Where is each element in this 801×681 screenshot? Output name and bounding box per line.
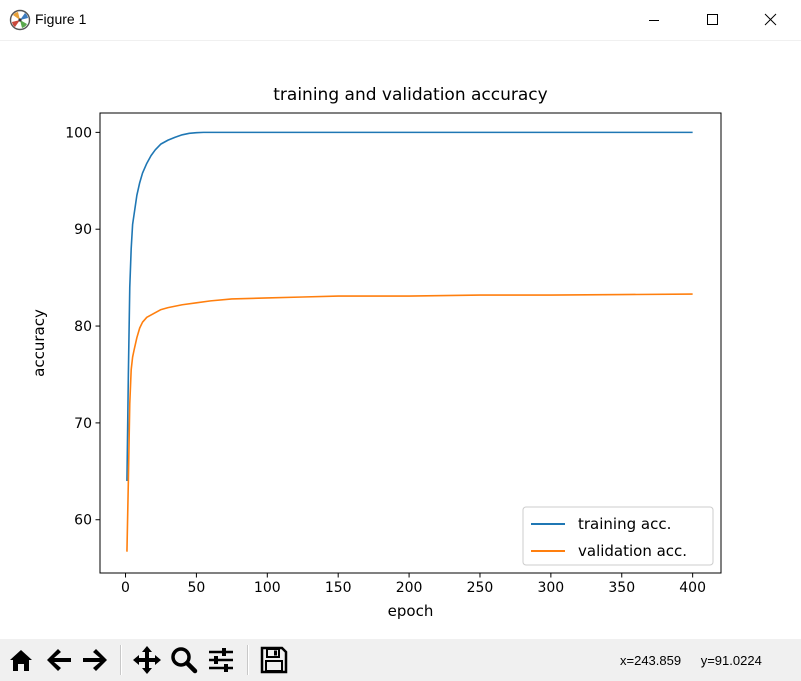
series-line-1 [126,293,693,552]
toolbar-separator [247,645,249,675]
y-tick-label: 70 [74,416,92,432]
y-axis-label: accuracy [30,309,48,377]
title-bar[interactable]: Figure 1 [0,0,801,41]
back-button[interactable] [43,644,75,676]
arrow-right-icon [83,649,107,671]
coordinate-readout: x=243.859 y=91.0224 [620,653,762,668]
maximize-icon [707,14,718,25]
x-tick-label: 50 [187,580,205,596]
x-tick-label: 150 [325,580,352,596]
toolbar-separator [120,645,122,675]
forward-button[interactable] [79,644,111,676]
x-tick-label: 350 [608,580,635,596]
close-icon [764,13,777,26]
floppy-disk-icon [260,646,288,674]
y-tick-label: 60 [74,513,92,529]
y-tick-label: 90 [74,222,92,238]
figure-canvas[interactable]: 0 50 100 150 200 250 300 350 400 60 70 80 90 100 train… [0,40,801,639]
x-tick-label: 0 [121,580,130,596]
save-button[interactable] [258,644,290,676]
home-button[interactable] [5,644,37,676]
minimize-icon [649,20,659,21]
matplotlib-figure-icon [9,9,31,31]
pan-button[interactable] [131,644,163,676]
maximize-button[interactable] [684,0,742,40]
x-coordinate: x=243.859 [620,653,682,668]
legend-label-0: training acc. [578,515,671,533]
home-icon [10,650,32,671]
series-line-0 [126,131,693,482]
magnifier-icon [171,647,198,674]
chart: 0 50 100 150 200 250 300 350 400 60 70 80 90 100 train… [30,85,722,620]
y-coordinate: y=91.0224 [700,653,762,668]
navigation-toolbar: x=243.859 y=91.0224 [0,639,801,681]
legend-label-1: validation acc. [578,542,687,560]
close-button[interactable] [742,0,800,40]
minimize-button[interactable] [626,0,684,40]
legend-box [522,506,714,566]
x-axis-label: epoch [388,602,434,620]
zoom-button[interactable] [168,644,200,676]
y-tick-label: 80 [74,319,92,335]
chart-title: training and validation accuracy [273,85,547,105]
configure-subplots-button[interactable] [205,644,237,676]
x-tick-label: 300 [537,580,564,596]
x-tick-label: 250 [467,580,494,596]
move-icon [133,646,161,674]
sliders-icon [209,648,233,672]
y-tick-label: 100 [65,125,92,141]
arrow-left-icon [47,649,71,671]
x-tick-label: 200 [396,580,423,596]
x-tick-label: 400 [679,580,706,596]
x-tick-label: 100 [254,580,281,596]
window-title: Figure 1 [35,11,87,27]
axes-frame [99,112,722,574]
